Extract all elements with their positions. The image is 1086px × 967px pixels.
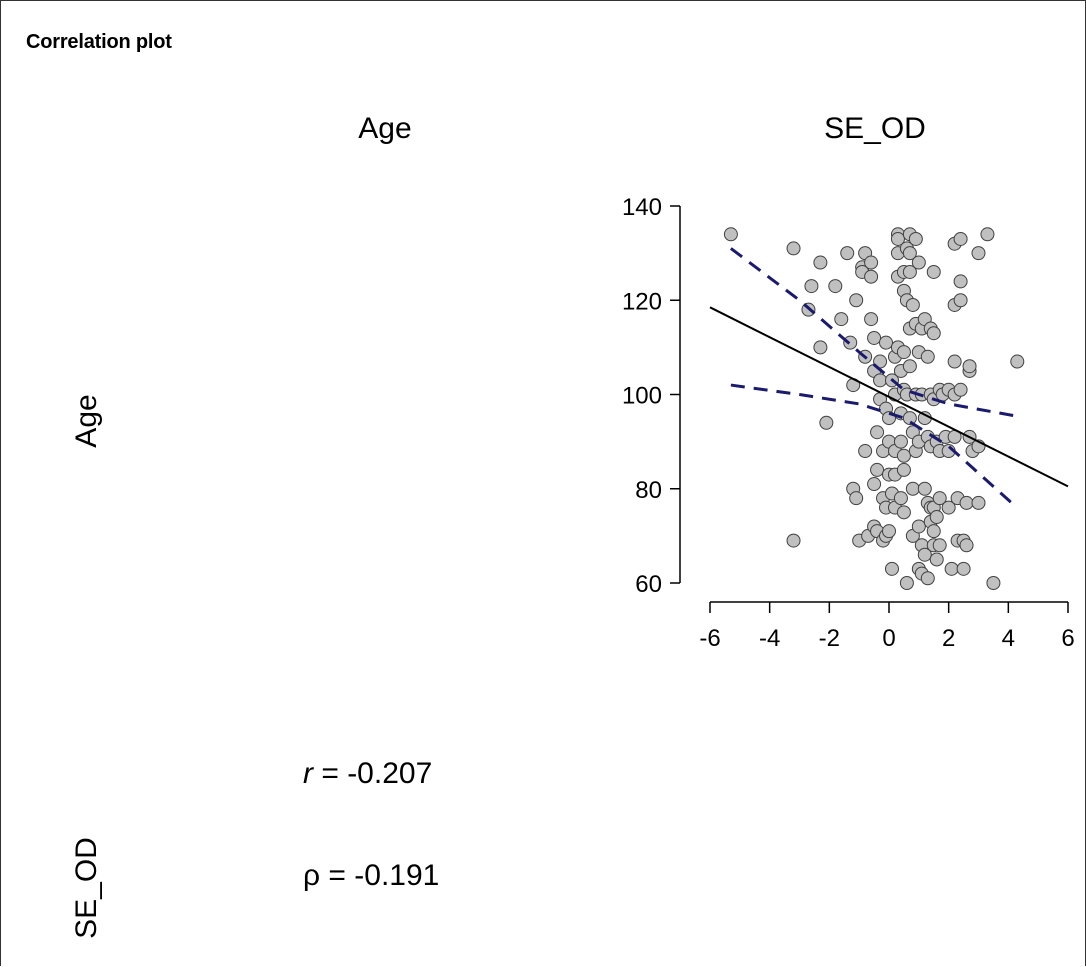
data-point <box>902 411 917 426</box>
data-point <box>941 500 956 515</box>
data-point <box>867 330 882 345</box>
data-point <box>858 444 873 459</box>
data-point <box>929 552 944 567</box>
data-point <box>932 491 947 506</box>
x-tick-label: 0 <box>882 625 895 652</box>
y-tick-label: 100 <box>622 383 662 410</box>
data-point <box>911 255 926 270</box>
column-header-age: Age <box>358 112 412 145</box>
data-point <box>873 373 888 388</box>
data-point <box>917 547 932 562</box>
data-point <box>926 326 941 341</box>
data-point <box>786 533 801 548</box>
column-header-se-od: SE_OD <box>824 112 926 145</box>
data-point <box>947 354 962 369</box>
data-point <box>917 481 932 496</box>
data-point <box>864 269 879 284</box>
data-point <box>870 425 885 440</box>
data-point <box>882 524 896 539</box>
data-point <box>893 491 908 506</box>
x-tick-label: -2 <box>819 625 840 652</box>
data-point <box>905 297 920 312</box>
data-point <box>879 335 894 350</box>
data-point <box>828 279 843 294</box>
data-point <box>953 293 968 308</box>
data-point <box>956 561 971 576</box>
data-point <box>920 349 935 364</box>
data-point <box>870 462 885 477</box>
data-point <box>953 231 968 246</box>
data-point <box>986 576 1001 590</box>
data-point <box>920 571 935 586</box>
y-tick-label: 60 <box>635 571 662 598</box>
data-point <box>902 246 917 261</box>
x-tick-label: 4 <box>1002 625 1015 652</box>
y-tick-label: 80 <box>635 477 662 504</box>
data-point <box>884 561 899 576</box>
data-point <box>723 227 738 242</box>
data-point <box>867 477 882 492</box>
data-point <box>953 382 968 397</box>
data-point <box>971 495 986 510</box>
rho-symbol: ρ <box>303 859 321 892</box>
data-point <box>840 246 855 261</box>
x-tick-label: 6 <box>1061 625 1074 652</box>
data-point <box>834 312 849 327</box>
data-point <box>896 505 911 520</box>
data-point <box>813 340 828 355</box>
pearson-r-stat: r = -0.207 <box>303 757 432 791</box>
data-point <box>980 227 995 242</box>
data-point <box>804 279 819 294</box>
data-point <box>819 415 834 430</box>
data-point <box>944 561 959 576</box>
y-tick-label: 140 <box>622 194 662 221</box>
data-point <box>1010 354 1025 369</box>
data-point <box>911 519 926 534</box>
data-point <box>896 448 911 463</box>
x-tick-label: -6 <box>699 625 720 652</box>
data-point <box>893 434 908 449</box>
data-point <box>786 241 801 256</box>
y-tick-label: 120 <box>622 288 662 315</box>
x-tick-label: -4 <box>759 625 780 652</box>
data-point <box>953 274 968 289</box>
r-symbol: r <box>303 757 313 790</box>
data-point <box>902 264 917 279</box>
data-point <box>959 538 974 553</box>
data-point <box>890 231 905 246</box>
data-point <box>905 481 920 496</box>
data-point <box>896 345 911 360</box>
data-point <box>843 335 858 350</box>
data-point <box>932 538 947 553</box>
data-point <box>899 576 914 590</box>
data-point <box>902 359 917 374</box>
data-point <box>813 255 828 270</box>
data-point <box>908 231 923 246</box>
data-point <box>926 264 941 279</box>
rho-value: = -0.191 <box>320 859 440 892</box>
data-point <box>959 495 974 510</box>
data-point <box>864 312 879 327</box>
data-point <box>896 462 911 477</box>
spearman-rho-stat: ρ = -0.191 <box>303 859 439 893</box>
data-point <box>926 524 941 539</box>
data-point <box>971 246 986 261</box>
data-point <box>962 359 977 374</box>
ci-lower-line <box>730 383 1016 507</box>
page-title: Correlation plot <box>26 31 172 53</box>
data-point <box>849 491 864 506</box>
ci-upper-line <box>729 247 1015 418</box>
regression-line <box>709 306 1069 488</box>
x-tick-label: 2 <box>942 625 955 652</box>
r-value: = -0.207 <box>313 757 433 790</box>
data-point <box>864 255 879 270</box>
data-point <box>929 510 944 525</box>
data-point <box>849 293 864 308</box>
